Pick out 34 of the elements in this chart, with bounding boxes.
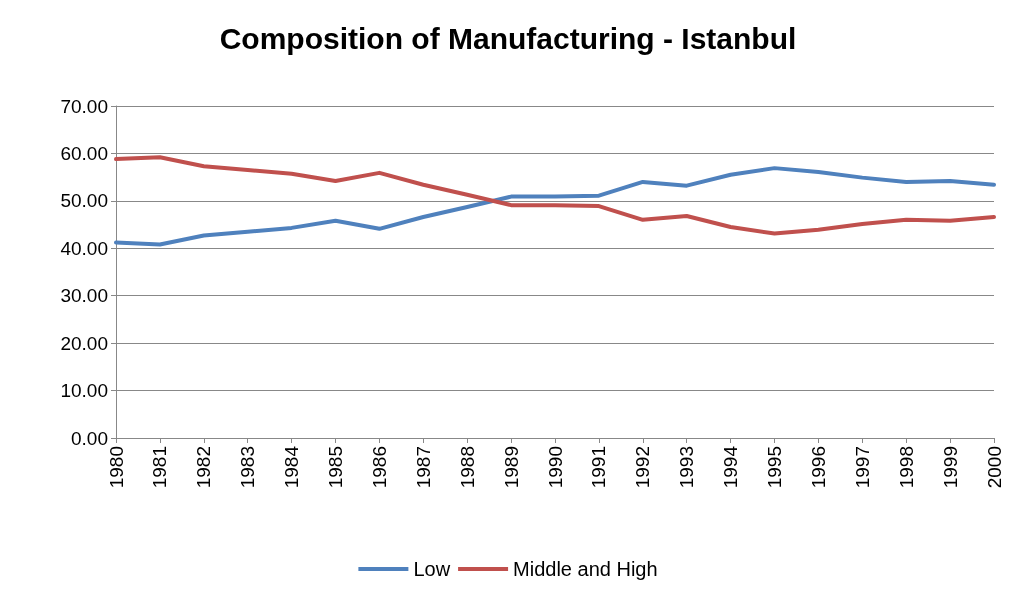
x-tick-label: 1996 (807, 446, 829, 489)
x-tick-label: 1983 (237, 446, 259, 489)
y-tick-label: 60.00 (60, 142, 108, 164)
x-tick-label: 2000 (983, 446, 1005, 489)
x-tick-label: 1986 (368, 446, 390, 489)
line-series (114, 166, 996, 247)
x-tick-label: 1987 (412, 446, 434, 489)
x-tick-label: 1995 (764, 446, 785, 489)
x-tick-label: 1998 (895, 446, 917, 489)
x-tick-label: 1992 (632, 446, 654, 489)
y-tick-label: 10.00 (60, 380, 108, 402)
y-tick-label: 40.00 (60, 237, 108, 259)
x-tick-label: 1982 (193, 446, 215, 489)
x-tick-label: 1993 (676, 446, 698, 489)
chart-title: Composition of Manufacturing - Istanbul (219, 21, 797, 55)
x-tick-label: 1984 (281, 445, 303, 489)
x-tick-label: 1980 (105, 446, 127, 489)
x-tick-label: 1988 (456, 446, 478, 489)
x-tick-label: 1991 (588, 446, 610, 489)
x-tick-label: 1990 (544, 446, 566, 489)
y-tick-label: 50.00 (60, 190, 108, 212)
x-tick-label: 1994 (720, 445, 742, 489)
x-tick-label: 1989 (500, 446, 522, 489)
y-tick-label: 0.00 (71, 427, 108, 449)
y-tick-label: 70.00 (60, 95, 108, 117)
y-tick-label: 30.00 (60, 285, 108, 307)
y-tick-label: 20.00 (60, 332, 108, 354)
x-tick-label: 1981 (149, 446, 171, 489)
x-tick-label: 1999 (939, 446, 961, 489)
line-series (114, 155, 996, 236)
x-tick-label: 1985 (325, 446, 346, 489)
legend-label: Middle and High (513, 558, 658, 580)
legend-label: Low (413, 558, 451, 580)
x-tick-label: 1997 (851, 446, 873, 489)
